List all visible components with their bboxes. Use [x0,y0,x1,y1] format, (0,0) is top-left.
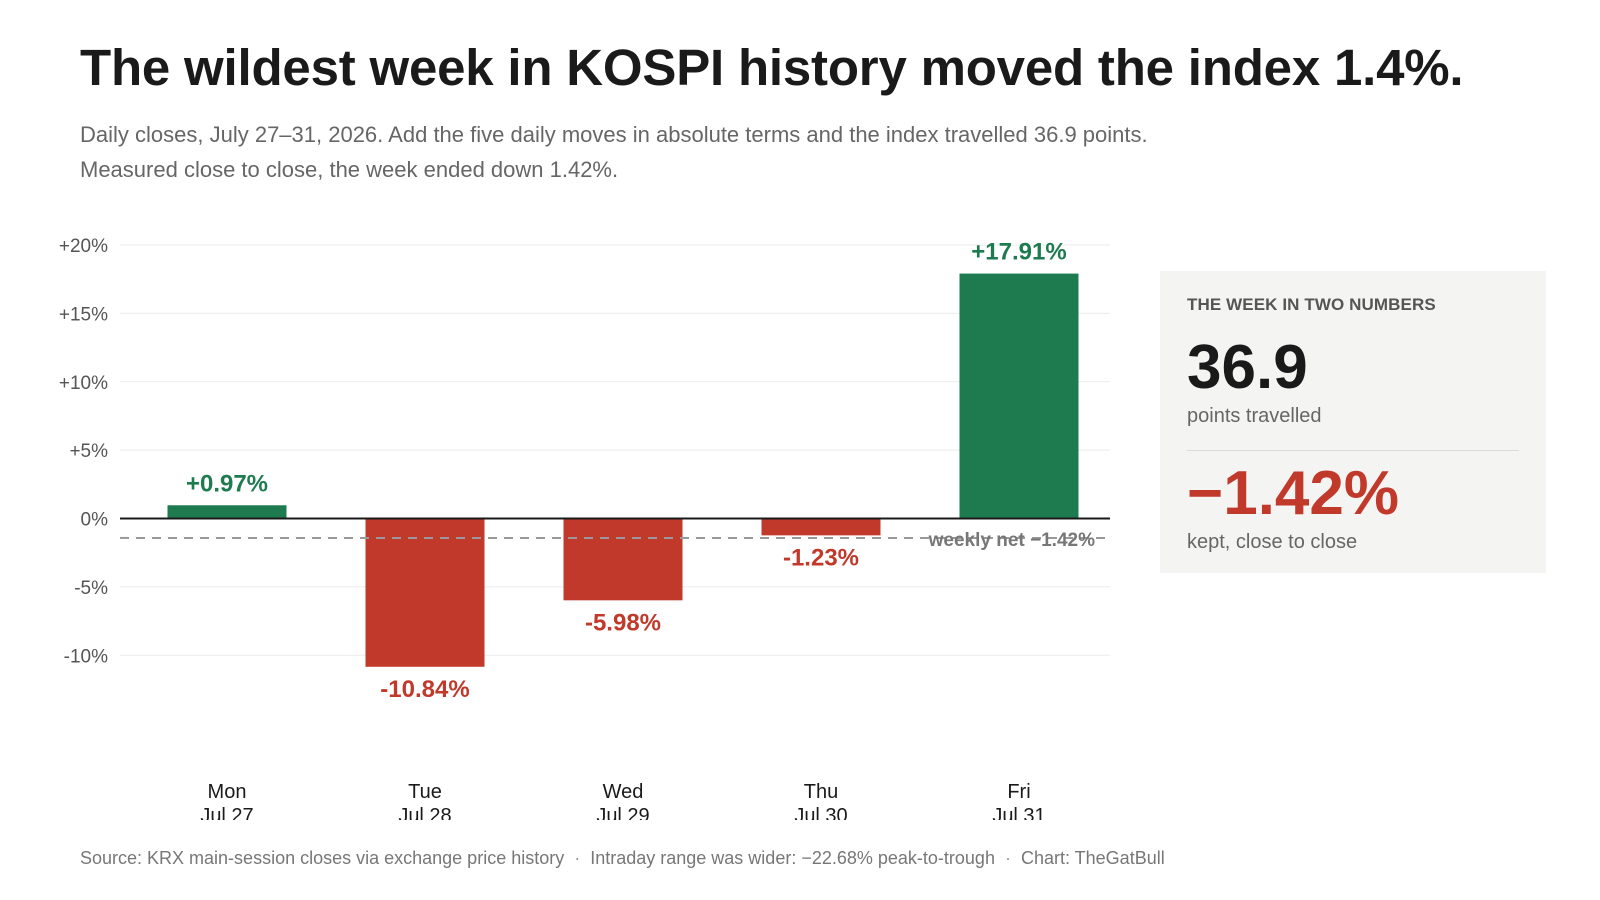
y-tick-label: +5% [69,441,108,462]
x-tick-date: Jul 31 [992,805,1045,820]
bar-value-label: +0.97% [186,470,268,497]
bar [563,518,683,601]
footer-note: Intraday range was wider: −22.68% peak-t… [590,848,995,868]
x-tick-day: Mon [208,781,247,803]
weekly-net-label: weekly net −1.42% [928,530,1095,551]
bar [167,505,287,519]
subtitle-line-1: Daily closes, July 27–31, 2026. Add the … [80,122,1148,147]
y-tick-label: 0% [81,510,109,531]
subtitle-line-2: Measured close to close, the week ended … [80,157,619,182]
x-tick-day: Wed [603,781,644,803]
chart-subtitle: Daily closes, July 27–31, 2026. Add the … [80,117,1380,187]
panel-heading: THE WEEK IN TWO NUMBERS [1187,295,1436,314]
bar-value-label: +17.91% [971,239,1066,266]
summary-panel: THE WEEK IN TWO NUMBERS 36.9 points trav… [1160,271,1546,573]
bar-value-label: -1.23% [783,544,859,571]
weekly-change-value: −1.42% [1187,459,1400,528]
points-travelled-value: 36.9 [1187,333,1308,402]
footer-separator: · [1004,848,1011,868]
x-tick-date: Jul 28 [398,805,451,820]
bar-value-label: -5.98% [585,609,661,636]
footer: Source: KRX main-session closes via exch… [80,848,1165,869]
bar [365,518,485,667]
y-tick-label: -10% [64,646,108,667]
footer-source: Source: KRX main-session closes via exch… [80,848,565,868]
x-tick-date: Jul 27 [200,805,253,820]
bar [959,273,1079,519]
y-tick-label: +10% [59,373,108,394]
x-tick-date: Jul 29 [596,805,649,820]
bar-value-label: -10.84% [380,676,469,703]
y-tick-label: -5% [74,578,108,599]
x-tick-day: Thu [804,781,838,803]
bar [761,518,881,536]
y-tick-label: +15% [59,304,108,325]
footer-credit: Chart: TheGatBull [1020,848,1165,868]
x-tick-day: Fri [1007,781,1030,803]
x-tick-date: Jul 30 [794,805,847,820]
footer-separator: · [574,848,581,868]
weekly-change-caption: kept, close to close [1187,531,1358,553]
points-travelled-caption: points travelled [1187,405,1322,427]
chart-title: The wildest week in KOSPI history moved … [80,39,1464,96]
bar-chart: +20% +15% +10% +5% 0% -5% -10% +0.97% Mon Jul 27 -… [59,236,1110,820]
panel-divider [1187,450,1519,451]
y-tick-label: +20% [59,236,108,257]
x-tick-day: Tue [408,781,442,803]
